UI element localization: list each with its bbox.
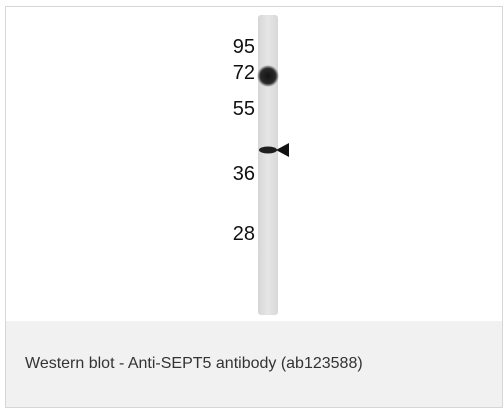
marker-28: 28 xyxy=(232,223,255,245)
marker-55: 55 xyxy=(232,98,255,120)
band-72 xyxy=(257,65,279,87)
marker-36: 36 xyxy=(232,163,255,185)
marker-72: 72 xyxy=(232,62,255,84)
band-target xyxy=(259,146,277,154)
blot-lane xyxy=(258,15,278,315)
arrowhead-icon xyxy=(276,143,289,157)
figure-card: 95 72 55 36 28 Western blot - Anti-SEPT5… xyxy=(5,6,503,408)
blot-lane-graphic xyxy=(257,15,289,315)
figure-caption: Western blot - Anti-SEPT5 antibody (ab12… xyxy=(25,355,363,372)
marker-95: 95 xyxy=(232,36,255,58)
caption-bar: Western blot - Anti-SEPT5 antibody (ab12… xyxy=(6,321,502,407)
western-blot-image: 95 72 55 36 28 xyxy=(6,7,502,321)
